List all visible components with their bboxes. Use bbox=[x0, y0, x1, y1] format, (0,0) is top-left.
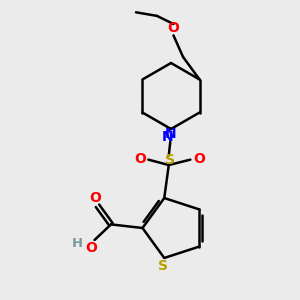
Text: O: O bbox=[193, 152, 205, 166]
Text: N: N bbox=[162, 130, 173, 144]
Text: S: S bbox=[158, 260, 168, 273]
Text: S: S bbox=[165, 153, 175, 166]
Text: O: O bbox=[167, 21, 179, 34]
Text: O: O bbox=[134, 152, 146, 166]
Text: N: N bbox=[164, 127, 176, 140]
Text: O: O bbox=[89, 191, 101, 205]
Text: H: H bbox=[71, 237, 83, 250]
Text: O: O bbox=[85, 242, 97, 255]
